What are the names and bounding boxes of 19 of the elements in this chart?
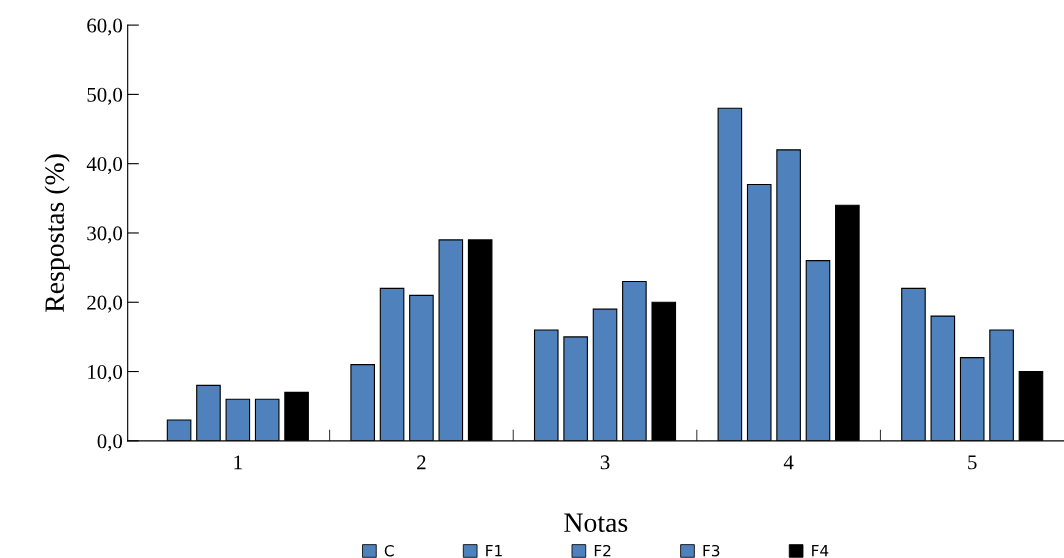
legend-label: F4 xyxy=(812,545,829,557)
y-tick-label: 50,0 xyxy=(87,87,123,105)
legend-label: C xyxy=(384,544,394,557)
x-tick-label: 5 xyxy=(968,455,977,470)
y-tick-label: 20,0 xyxy=(87,295,123,313)
y-tick-label: 40,0 xyxy=(86,157,123,175)
x-tick-label: 3 xyxy=(600,455,610,470)
y-tick-label: 30,0 xyxy=(87,226,123,244)
x-tick-label: 4 xyxy=(783,455,794,470)
y-tick-label: 10,0 xyxy=(88,364,123,382)
legend-label: F1 xyxy=(486,545,502,557)
y-tick-label: 60,0 xyxy=(87,18,123,36)
y-axis-title: Respostas (%) xyxy=(44,154,70,313)
legend-label: F2 xyxy=(594,544,611,557)
x-tick-label: 2 xyxy=(417,455,426,470)
y-tick-label: 0,0 xyxy=(97,434,123,452)
x-tick-label: 1 xyxy=(234,455,242,470)
legend-label: F3 xyxy=(703,544,720,557)
x-axis-title: Notas xyxy=(564,513,628,533)
